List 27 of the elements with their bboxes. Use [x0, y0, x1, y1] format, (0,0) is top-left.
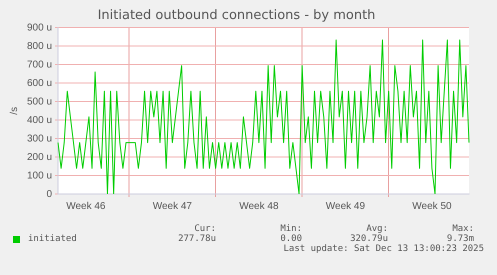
y-tick-label: 400 u: [26, 114, 52, 126]
y-tick-label: 0: [46, 188, 52, 200]
y-tick-label: 800 u: [26, 40, 52, 52]
text: Min:: [279, 224, 302, 234]
text: 9.73m: [446, 234, 474, 244]
chart-title: Initiated outbound connections - by month: [98, 8, 376, 24]
y-tick-label: 300 u: [26, 133, 52, 144]
text: 320.79u: [349, 234, 388, 244]
legend-label: initiated: [28, 234, 77, 244]
y-tick-label: 100 u: [26, 170, 52, 182]
x-tick-label: Week 49: [326, 200, 366, 212]
y-tick-label: 600 u: [26, 78, 52, 89]
y-tick-label: 500 u: [26, 96, 52, 108]
y-axis-title: /s: [8, 106, 20, 115]
y-tick-label: 700 u: [26, 59, 52, 70]
text: 277.78u: [177, 234, 216, 244]
text: Avg:: [365, 224, 388, 234]
x-tick-label: Week 50: [412, 200, 452, 212]
text: Max:: [451, 224, 474, 234]
x-tick-label: Week 46: [66, 200, 106, 212]
text: Last update: Sat Dec 13 13:00:23 2025: [282, 244, 485, 254]
text: Cur:: [193, 224, 216, 234]
x-tick-label: Week 48: [239, 200, 279, 212]
text: 0.00: [279, 234, 302, 244]
x-tick-label: Week 47: [152, 200, 192, 212]
y-tick-label: 200 u: [26, 152, 52, 163]
y-tick-label: 900 u: [26, 22, 52, 34]
